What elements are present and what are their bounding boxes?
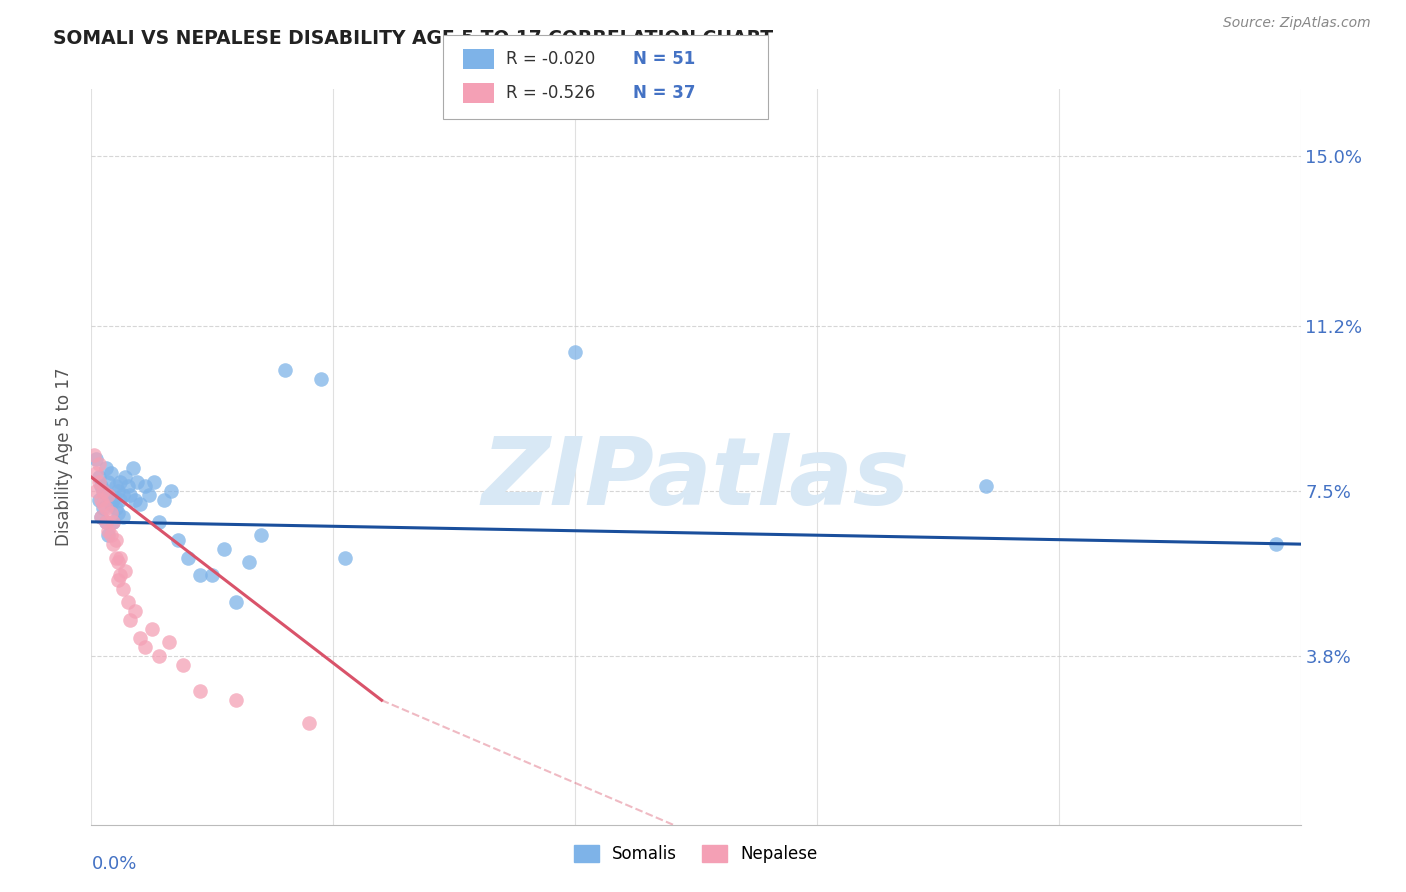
Point bbox=[84, 452, 107, 467]
Point bbox=[100, 528, 122, 542]
Point bbox=[104, 550, 127, 565]
Text: N = 37: N = 37 bbox=[633, 84, 695, 102]
Point bbox=[107, 573, 129, 587]
Point bbox=[87, 470, 110, 484]
Point bbox=[124, 492, 146, 507]
Point bbox=[309, 372, 332, 386]
Point bbox=[97, 488, 120, 502]
Point bbox=[148, 648, 170, 663]
Point bbox=[138, 488, 160, 502]
Point bbox=[94, 501, 117, 516]
Point bbox=[238, 555, 260, 569]
Point bbox=[249, 528, 271, 542]
Point bbox=[128, 631, 150, 645]
Point bbox=[188, 684, 211, 698]
Point bbox=[90, 510, 112, 524]
Point bbox=[110, 475, 132, 489]
Point bbox=[214, 541, 236, 556]
Point bbox=[128, 497, 150, 511]
Point bbox=[100, 497, 122, 511]
Text: R = -0.020: R = -0.020 bbox=[506, 50, 595, 68]
Point bbox=[298, 715, 321, 730]
Point bbox=[101, 515, 124, 529]
Point bbox=[201, 568, 224, 582]
Point bbox=[110, 492, 132, 507]
Text: 0.0%: 0.0% bbox=[91, 855, 136, 872]
Point bbox=[1265, 537, 1288, 551]
Point bbox=[160, 483, 183, 498]
Point bbox=[124, 604, 146, 618]
Point bbox=[110, 568, 132, 582]
Point bbox=[110, 550, 132, 565]
Point bbox=[100, 506, 122, 520]
Point bbox=[93, 483, 115, 498]
Point bbox=[97, 528, 120, 542]
Point bbox=[141, 622, 163, 636]
Point bbox=[111, 488, 134, 502]
Point bbox=[111, 510, 134, 524]
Point bbox=[84, 483, 107, 498]
Point bbox=[104, 501, 127, 516]
Point bbox=[94, 515, 117, 529]
Point bbox=[974, 479, 997, 493]
Point bbox=[134, 479, 156, 493]
Point bbox=[107, 506, 129, 520]
Y-axis label: Disability Age 5 to 17: Disability Age 5 to 17 bbox=[55, 368, 73, 547]
Point bbox=[167, 533, 190, 547]
Point bbox=[134, 640, 156, 654]
Point bbox=[120, 488, 142, 502]
Point bbox=[114, 470, 136, 484]
Point bbox=[188, 568, 211, 582]
Point bbox=[120, 613, 142, 627]
Text: Source: ZipAtlas.com: Source: ZipAtlas.com bbox=[1223, 16, 1371, 30]
Point bbox=[143, 475, 166, 489]
Point bbox=[104, 533, 127, 547]
Point bbox=[97, 524, 120, 538]
Point bbox=[225, 693, 247, 707]
Text: SOMALI VS NEPALESE DISABILITY AGE 5 TO 17 CORRELATION CHART: SOMALI VS NEPALESE DISABILITY AGE 5 TO 1… bbox=[53, 29, 773, 47]
Point bbox=[101, 537, 124, 551]
Point bbox=[97, 475, 120, 489]
Point bbox=[100, 466, 122, 480]
Text: N = 51: N = 51 bbox=[633, 50, 695, 68]
Point bbox=[90, 510, 112, 524]
Point bbox=[177, 550, 200, 565]
Point bbox=[114, 564, 136, 578]
Text: ZIPatlas: ZIPatlas bbox=[482, 434, 910, 525]
Point bbox=[148, 515, 170, 529]
Point bbox=[225, 595, 247, 609]
Point bbox=[117, 479, 139, 493]
Point bbox=[564, 345, 586, 359]
Point bbox=[101, 515, 124, 529]
Point bbox=[107, 555, 129, 569]
Point bbox=[90, 492, 112, 507]
Point bbox=[87, 492, 110, 507]
Point bbox=[93, 497, 115, 511]
Point bbox=[97, 488, 120, 502]
Point bbox=[104, 479, 127, 493]
Point bbox=[94, 515, 117, 529]
Point bbox=[101, 492, 124, 507]
Legend: Somalis, Nepalese: Somalis, Nepalese bbox=[568, 838, 824, 870]
Point bbox=[93, 501, 115, 516]
Point bbox=[274, 363, 297, 377]
Text: R = -0.526: R = -0.526 bbox=[506, 84, 595, 102]
Point bbox=[83, 448, 105, 462]
Point bbox=[153, 492, 176, 507]
Point bbox=[335, 550, 357, 565]
Point bbox=[111, 582, 134, 596]
Point bbox=[90, 479, 112, 493]
Point bbox=[87, 475, 110, 489]
Point bbox=[121, 461, 143, 475]
Point bbox=[172, 657, 194, 672]
Point bbox=[157, 635, 180, 649]
Point bbox=[127, 475, 149, 489]
Point bbox=[107, 483, 129, 498]
Point bbox=[87, 457, 110, 471]
Point bbox=[93, 483, 115, 498]
Point bbox=[117, 595, 139, 609]
Point bbox=[94, 461, 117, 475]
Point bbox=[84, 466, 107, 480]
